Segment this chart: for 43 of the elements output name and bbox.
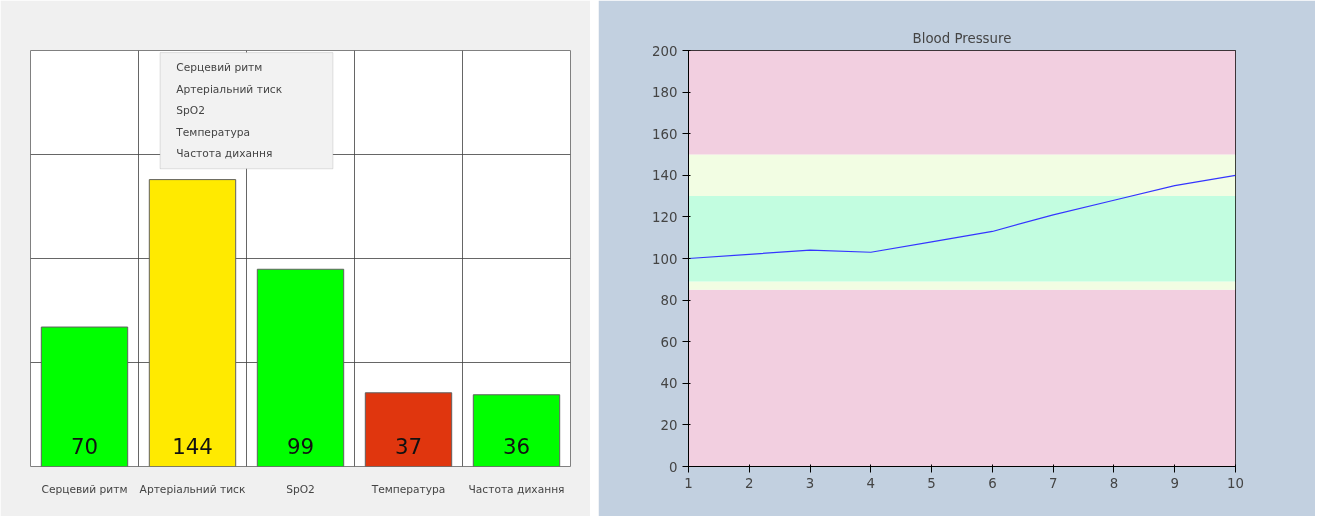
data-label: 37	[394, 434, 423, 460]
x-tick-label: 10	[1227, 475, 1244, 491]
x-tick-label: 5	[927, 475, 936, 491]
x-tick-label: 4	[866, 475, 876, 491]
x-tick-label: Артеріальний тиск	[139, 482, 246, 496]
x-tick-label: 9	[1170, 475, 1179, 491]
x-tick-label: Частота дихання	[468, 482, 565, 496]
bar	[40, 326, 129, 467]
text: Серцевий ритм	[176, 61, 263, 75]
bar	[364, 392, 453, 467]
bar	[148, 179, 237, 467]
y-tick-label: 180	[652, 85, 678, 101]
data-label: 70	[70, 434, 99, 460]
bar	[472, 394, 561, 467]
y-tick-label: 120	[652, 209, 678, 225]
data-label: 99	[286, 434, 315, 460]
x-tick-label: 7	[1048, 475, 1058, 491]
text: SpO2	[176, 104, 205, 118]
line-series	[688, 174, 1236, 260]
x-tick-label: 1	[684, 475, 693, 491]
data-label: 144	[172, 434, 213, 460]
y-tick-label: 0	[669, 459, 678, 475]
x-tick-label: 3	[805, 475, 815, 491]
x-tick-label: Температура	[370, 482, 446, 496]
x-tick-label: 8	[1109, 475, 1119, 491]
y-tick-label: 20	[660, 417, 678, 433]
y-tick-label: 60	[660, 334, 678, 350]
bar	[256, 268, 345, 467]
x-tick-label: SpO2	[286, 482, 315, 496]
y-tick-label: 100	[652, 251, 678, 267]
y-tick-label: 140	[652, 168, 678, 184]
chart-title: Blood Pressure	[912, 30, 1012, 46]
x-tick-label: Серцевий ритм	[41, 482, 128, 496]
text: Частота дихання	[176, 147, 273, 161]
text: Температура	[175, 125, 251, 139]
y-tick-label: 80	[660, 293, 678, 309]
text: Артеріальний тиск	[176, 82, 283, 96]
x-tick-label: 2	[745, 475, 754, 491]
data-label: 36	[502, 434, 531, 460]
x-tick-label: 6	[988, 475, 997, 491]
y-tick-label: 160	[652, 126, 678, 142]
y-tick-label: 200	[652, 43, 678, 59]
y-tick-label: 40	[660, 376, 678, 392]
